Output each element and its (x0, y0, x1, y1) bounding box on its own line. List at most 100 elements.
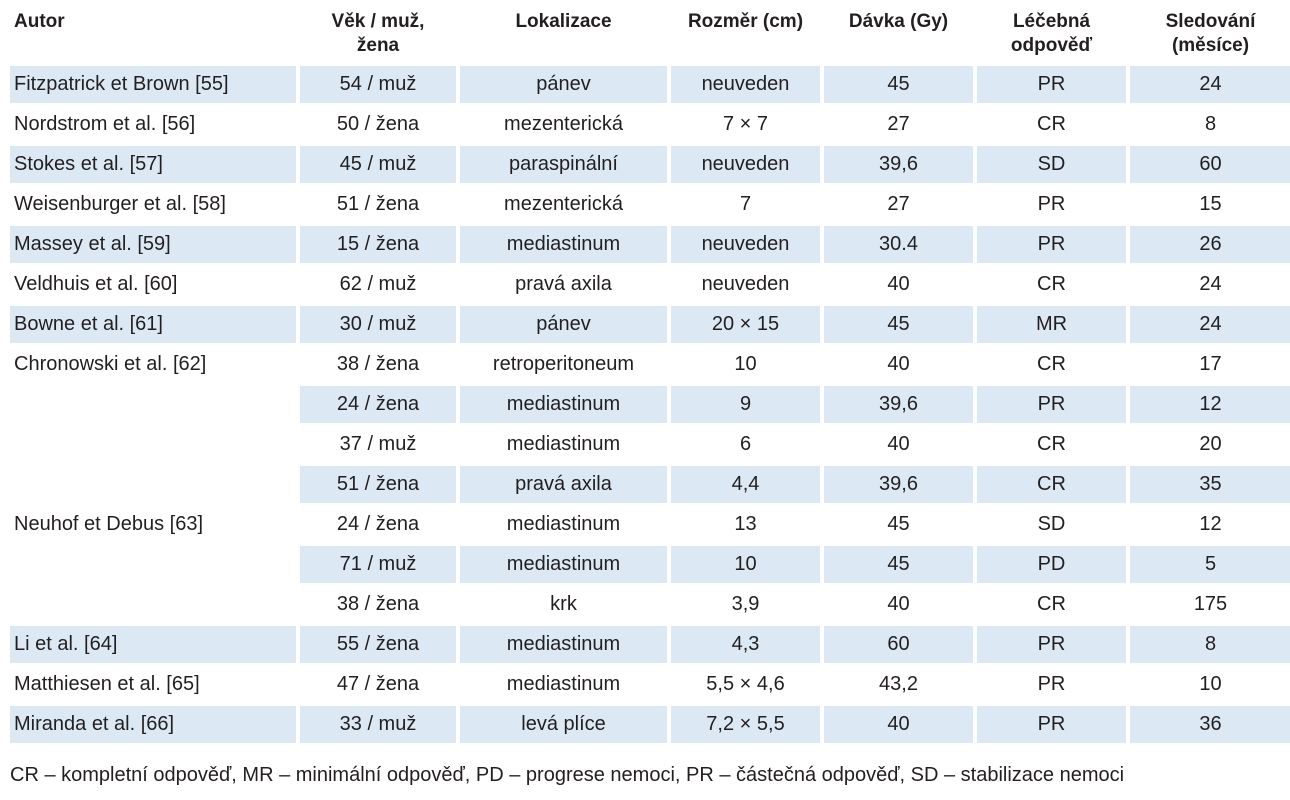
author-cell: Veldhuis et al. [60] (14, 273, 178, 295)
dose-cell: 27 (887, 113, 910, 135)
size-cell: 13 (734, 513, 757, 535)
document-page: Autor Věk / muž, žena Lokalizace Rozměr (cm)… (10, 0, 1290, 800)
follow-up-cell: 10 (1199, 673, 1222, 695)
response-cell: PR (977, 386, 1126, 423)
header-size: Rozměr (cm) (671, 0, 820, 63)
age-sex-cell: 24 / žena (336, 513, 420, 535)
age-sex-cell: 71 / muž (300, 546, 456, 583)
header-location-line: Lokalizace (515, 11, 612, 32)
location-cell: mediastinum (506, 433, 621, 455)
follow-up-cell: 36 (1130, 706, 1290, 743)
age-sex-cell: 62 / muž (339, 273, 417, 295)
age-sex-cell: 33 / muž (300, 706, 456, 743)
size-cell: 9 (671, 386, 820, 423)
dose-cell: 39,6 (824, 386, 973, 423)
location-cell: levá plíce (460, 706, 667, 743)
dose-cell: 60 (824, 626, 973, 663)
dose-cell: 40 (887, 593, 910, 615)
response-cell: PR (1037, 673, 1066, 695)
location-cell: pravá axila (515, 273, 612, 295)
table-footnote: CR – kompletní odpověď, MR – minimální o… (10, 764, 1125, 786)
author-cell: Neuhof et Debus [63] (14, 513, 204, 535)
header-follow-up: Sledování (měsíce) (1130, 0, 1290, 63)
dose-cell: 45 (824, 306, 973, 343)
author-cell: Li et al. [64] (10, 626, 296, 663)
response-cell: SD (977, 146, 1126, 183)
age-sex-cell: 37 / muž (339, 433, 417, 455)
size-cell: 5,5 × 4,6 (706, 673, 785, 695)
follow-up-cell: 24 (1130, 66, 1290, 103)
size-cell: 6 (739, 433, 752, 455)
location-cell: mediastinum (506, 513, 621, 535)
response-cell: CR (1037, 273, 1066, 295)
header-dose-line: Dávka (Gy) (848, 11, 949, 32)
age-sex-cell: 38 / žena (336, 353, 420, 375)
response-cell: PR (977, 66, 1126, 103)
author-cell: Weisenburger et al. [58] (14, 193, 226, 215)
dose-cell: 40 (887, 433, 910, 455)
response-cell: PD (977, 546, 1126, 583)
header-follow-up-line: Sledování (1165, 11, 1256, 32)
header-dose: Dávka (Gy) (824, 0, 973, 63)
follow-up-cell: 8 (1130, 626, 1290, 663)
location-cell: mediastinum (506, 673, 621, 695)
size-cell: 4,3 (671, 626, 820, 663)
header-follow-up-line: (měsíce) (1171, 35, 1250, 56)
location-cell: paraspinální (460, 146, 667, 183)
author-cell: Miranda et al. [66] (10, 706, 296, 743)
location-cell: pravá axila (460, 466, 667, 503)
dose-cell: 45 (887, 513, 910, 535)
follow-up-cell: 60 (1130, 146, 1290, 183)
follow-up-cell: 15 (1199, 193, 1222, 215)
age-sex-cell: 30 / muž (300, 306, 456, 343)
age-sex-cell: 47 / žena (336, 673, 420, 695)
size-cell: 7 × 7 (722, 113, 769, 135)
age-sex-cell: 51 / žena (300, 466, 456, 503)
dose-cell: 40 (887, 273, 910, 295)
header-location: Lokalizace (460, 0, 667, 63)
location-cell: pánev (460, 306, 667, 343)
age-sex-cell: 51 / žena (336, 193, 420, 215)
follow-up-cell: 20 (1199, 433, 1222, 455)
dose-cell: 27 (887, 193, 910, 215)
size-cell: 4,4 (671, 466, 820, 503)
follow-up-cell: 8 (1204, 113, 1217, 135)
header-size-line: Rozměr (cm) (687, 11, 804, 32)
data-table: Autor Věk / muž, žena Lokalizace Rozměr (cm)… (10, 0, 1290, 743)
follow-up-cell: 5 (1130, 546, 1290, 583)
age-sex-cell: 45 / muž (300, 146, 456, 183)
location-cell: mediastinum (460, 386, 667, 423)
location-cell: krk (550, 593, 577, 615)
header-age-sex-line: Věk / muž, (331, 11, 425, 32)
response-cell: SD (1037, 513, 1066, 535)
header-age-sex: Věk / muž, žena (300, 0, 456, 63)
size-cell: 10 (734, 353, 757, 375)
age-sex-cell: 50 / žena (336, 113, 420, 135)
author-cell: Fitzpatrick et Brown [55] (10, 66, 296, 103)
age-sex-cell: 54 / muž (300, 66, 456, 103)
dose-cell: 40 (887, 353, 910, 375)
location-cell: mezenterická (504, 193, 623, 215)
follow-up-cell: 175 (1193, 593, 1228, 615)
age-sex-cell: 15 / žena (300, 226, 456, 263)
follow-up-cell: 24 (1199, 273, 1222, 295)
size-cell: 3,9 (731, 593, 760, 615)
age-sex-cell: 38 / žena (336, 593, 420, 615)
dose-cell: 45 (824, 546, 973, 583)
size-cell: 7,2 × 5,5 (671, 706, 820, 743)
location-cell: mezenterická (504, 113, 623, 135)
header-response-line: Léčebná (1012, 11, 1091, 32)
dose-cell: 39,6 (824, 146, 973, 183)
author-cell: Nordstrom et al. [56] (14, 113, 196, 135)
author-cell: Massey et al. [59] (10, 226, 296, 263)
header-author: Autor (10, 0, 296, 63)
response-cell: PR (977, 626, 1126, 663)
follow-up-cell: 35 (1130, 466, 1290, 503)
response-cell: PR (1037, 193, 1066, 215)
follow-up-cell: 24 (1130, 306, 1290, 343)
author-cell: Chronowski et al. [62] (14, 353, 207, 375)
response-cell: CR (1037, 113, 1066, 135)
size-cell: 10 (671, 546, 820, 583)
age-sex-cell: 24 / žena (300, 386, 456, 423)
response-cell: CR (1037, 353, 1066, 375)
